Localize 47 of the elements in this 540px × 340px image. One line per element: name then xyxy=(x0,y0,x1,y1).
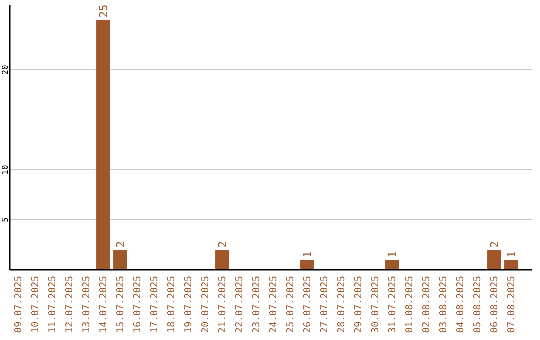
x-tick-label: 06.08.2025 xyxy=(490,276,500,334)
x-tick-label: 30.07.2025 xyxy=(370,276,382,334)
x-tick-label: 29.07.2025 xyxy=(354,276,364,334)
bar xyxy=(300,260,314,270)
x-tick-label: 13.07.2025 xyxy=(82,276,92,334)
y-tick-label: 5 xyxy=(1,217,10,222)
x-tick-label: 31.07.2025 xyxy=(388,276,398,334)
x-tick-label: 28.07.2025 xyxy=(336,276,348,334)
bar xyxy=(488,250,502,270)
data-label: 1 xyxy=(386,251,400,258)
x-tick-label: 07.08.2025 xyxy=(506,276,518,334)
x-tick-label: 03.08.2025 xyxy=(438,276,450,334)
data-label: 2 xyxy=(114,241,128,248)
data-label: 2 xyxy=(216,241,230,248)
x-tick-label: 26.07.2025 xyxy=(302,276,314,334)
x-tick-label: 15.07.2025 xyxy=(116,276,126,334)
x-tick-label: 23.07.2025 xyxy=(252,276,262,334)
x-tick-label: 16.07.2025 xyxy=(132,276,144,334)
data-label: 2 xyxy=(488,241,502,248)
x-tick-label: 18.07.2025 xyxy=(166,276,178,334)
x-tick-label: 27.07.2025 xyxy=(320,276,330,334)
x-tick-label: 21.07.2025 xyxy=(218,276,228,334)
x-tick-label: 10.07.2025 xyxy=(30,276,42,334)
bar xyxy=(114,250,128,270)
bar xyxy=(216,250,230,270)
y-tick-label: 20 xyxy=(1,65,10,75)
x-tick-label: 17.07.2025 xyxy=(150,276,160,334)
data-label: 25 xyxy=(98,4,110,18)
x-tick-label: 14.07.2025 xyxy=(98,276,110,334)
x-tick-label: 02.08.2025 xyxy=(422,276,432,334)
x-tick-label: 11.07.2025 xyxy=(48,276,58,334)
x-tick-label: 25.07.2025 xyxy=(286,276,296,334)
data-label: 1 xyxy=(302,251,314,258)
x-tick-label: 09.07.2025 xyxy=(14,276,24,334)
bar xyxy=(96,20,110,270)
x-tick-label: 20.07.2025 xyxy=(200,276,212,334)
y-tick-label: 10 xyxy=(1,165,10,175)
x-tick-label: 04.08.2025 xyxy=(456,276,466,334)
data-label: 1 xyxy=(506,251,518,258)
bar xyxy=(504,260,518,270)
x-tick-label: 12.07.2025 xyxy=(64,276,76,334)
x-tick-label: 05.08.2025 xyxy=(472,276,484,334)
x-tick-label: 01.08.2025 xyxy=(404,276,416,334)
x-tick-label: 19.07.2025 xyxy=(184,276,194,334)
x-tick-label: 22.07.2025 xyxy=(234,276,246,334)
x-tick-label: 24.07.2025 xyxy=(268,276,280,334)
bar xyxy=(386,260,400,270)
